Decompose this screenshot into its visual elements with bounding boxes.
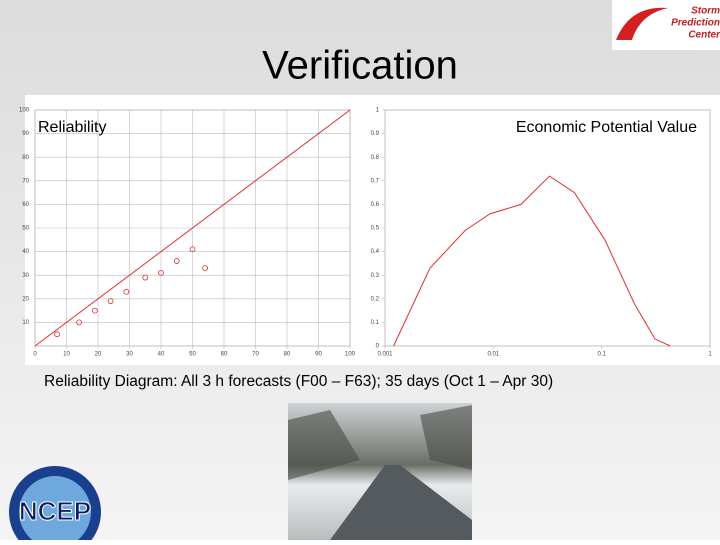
chart-title: Economic Potential Value: [516, 119, 697, 136]
x-tick-label: 80: [284, 352, 291, 358]
line: [393, 175, 671, 347]
marker: [76, 319, 82, 326]
y-tick-label: 0.1: [371, 320, 380, 326]
y-tick-label: 0.7: [371, 178, 380, 184]
x-tick-label: 50: [189, 352, 196, 358]
y-tick-label: 50: [22, 226, 29, 232]
marker: [202, 265, 209, 272]
y-tick-label: 90: [22, 131, 29, 137]
chart-title: Reliability: [38, 119, 106, 136]
y-tick-label: 10: [22, 320, 29, 326]
y-tick-label: 0.8: [371, 155, 380, 161]
marker: [189, 246, 196, 253]
x-tick-label: 0.01: [487, 352, 499, 358]
x-tick-label: 0.1: [597, 352, 606, 358]
y-tick-label: 0.2: [371, 296, 380, 302]
x-tick-label: 100: [345, 352, 356, 358]
marker: [91, 307, 98, 314]
ncep-logo: NCEP: [9, 466, 101, 545]
y-tick-label: 0.6: [371, 202, 380, 208]
logo-text: Center: [688, 30, 720, 41]
logo-text: Prediction: [671, 18, 720, 29]
logo-text: Storm: [691, 6, 720, 17]
x-tick-label: 0.001: [377, 352, 393, 358]
x-tick-label: 40: [158, 352, 165, 358]
x-tick-label: 60: [221, 352, 228, 358]
marker: [54, 331, 60, 338]
y-tick-label: 70: [22, 178, 29, 184]
y-tick-label: 0.5: [371, 226, 380, 232]
y-tick-label: 0.3: [371, 273, 380, 279]
x-tick-label: 30: [126, 352, 133, 358]
y-tick-label: 0.4: [371, 249, 380, 255]
chart-panel: [25, 95, 720, 365]
y-tick-label: 80: [22, 155, 29, 161]
logo-text: NCEP: [19, 496, 91, 526]
y-tick-label: 1: [376, 108, 380, 114]
marker: [158, 269, 164, 276]
y-tick-label: 60: [22, 202, 29, 208]
y-tick-label: 0: [376, 344, 380, 350]
y-tick-label: 0.9: [371, 131, 380, 137]
slide-title: Verification: [262, 44, 458, 88]
marker: [107, 298, 114, 305]
y-tick-label: 20: [22, 296, 29, 302]
line: [34, 109, 351, 347]
y-tick-label: 40: [22, 249, 29, 255]
spc-logo: Storm Prediction Center: [612, 0, 720, 50]
caption: Reliability Diagram: All 3 h forecasts (…: [44, 373, 553, 390]
x-tick-label: 20: [95, 352, 102, 358]
photo: [288, 403, 472, 540]
x-tick-label: 1: [708, 352, 712, 358]
x-tick-label: 70: [252, 352, 259, 358]
y-tick-label: 30: [22, 273, 29, 279]
x-tick-label: 0: [33, 352, 37, 358]
marker: [123, 288, 130, 295]
x-tick-label: 10: [63, 352, 70, 358]
y-tick-label: 100: [19, 108, 30, 114]
marker: [173, 258, 180, 264]
marker: [142, 274, 149, 281]
x-tick-label: 90: [315, 352, 322, 358]
